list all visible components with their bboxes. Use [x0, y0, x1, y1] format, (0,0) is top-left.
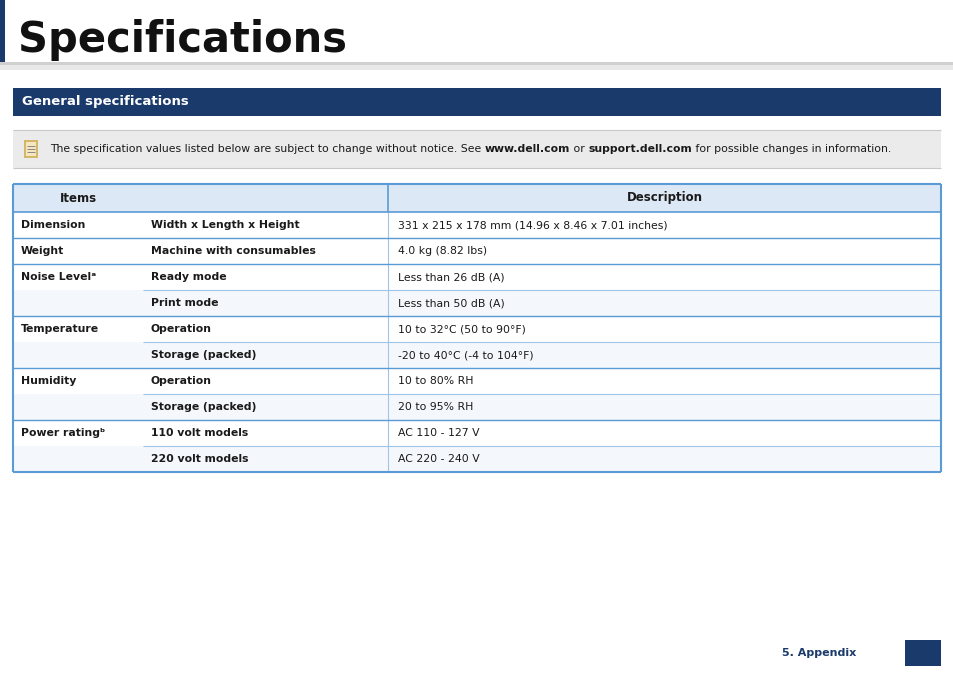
Bar — [13, 130, 940, 168]
Bar — [13, 446, 940, 472]
Text: AC 110 - 127 V: AC 110 - 127 V — [397, 428, 479, 438]
Text: Ready mode: Ready mode — [151, 272, 227, 282]
Text: Noise Levelᵃ: Noise Levelᵃ — [21, 272, 96, 282]
Text: Weight: Weight — [21, 246, 64, 256]
Bar — [26, 142, 36, 156]
Text: or: or — [570, 144, 588, 154]
Text: 220 volt models: 220 volt models — [151, 454, 248, 464]
Text: Operation: Operation — [151, 324, 212, 334]
Bar — [0, 62, 953, 70]
Text: 5. Appendix: 5. Appendix — [781, 648, 856, 658]
Bar — [904, 640, 940, 666]
Text: 10 to 80% RH: 10 to 80% RH — [397, 376, 473, 386]
Text: Description: Description — [626, 192, 701, 205]
Bar — [24, 140, 38, 158]
Text: Machine with consumables: Machine with consumables — [151, 246, 315, 256]
Text: Items: Items — [59, 192, 96, 205]
Text: 56: 56 — [913, 647, 931, 659]
Text: AC 220 - 240 V: AC 220 - 240 V — [397, 454, 479, 464]
Text: Humidity: Humidity — [21, 376, 76, 386]
Text: 331 x 215 x 178 mm (14.96 x 8.46 x 7.01 inches): 331 x 215 x 178 mm (14.96 x 8.46 x 7.01 … — [397, 220, 667, 230]
Bar — [13, 88, 940, 116]
Text: Print mode: Print mode — [151, 298, 218, 308]
Text: Power ratingᵇ: Power ratingᵇ — [21, 428, 105, 438]
Bar — [0, 0, 5, 62]
Text: General specifications: General specifications — [22, 95, 189, 109]
Text: 4.0 kg (8.82 lbs): 4.0 kg (8.82 lbs) — [397, 246, 487, 256]
Text: The specification values listed below are subject to change without notice. See: The specification values listed below ar… — [50, 144, 484, 154]
Text: 110 volt models: 110 volt models — [151, 428, 248, 438]
Bar — [0, 65, 953, 70]
Text: Operation: Operation — [151, 376, 212, 386]
Text: Less than 50 dB (A): Less than 50 dB (A) — [397, 298, 504, 308]
Bar — [13, 290, 940, 316]
Bar — [13, 184, 940, 212]
Text: Less than 26 dB (A): Less than 26 dB (A) — [397, 272, 504, 282]
Text: support.dell.com: support.dell.com — [588, 144, 691, 154]
Text: -20 to 40°C (-4 to 104°F): -20 to 40°C (-4 to 104°F) — [397, 350, 533, 360]
Text: Dimension: Dimension — [21, 220, 85, 230]
Text: 10 to 32°C (50 to 90°F): 10 to 32°C (50 to 90°F) — [397, 324, 525, 334]
Text: www.dell.com: www.dell.com — [484, 144, 570, 154]
Text: 20 to 95% RH: 20 to 95% RH — [397, 402, 473, 412]
Bar — [13, 394, 940, 420]
Text: for possible changes in information.: for possible changes in information. — [691, 144, 890, 154]
Text: Storage (packed): Storage (packed) — [151, 402, 256, 412]
Text: Width x Length x Height: Width x Length x Height — [151, 220, 299, 230]
Text: Temperature: Temperature — [21, 324, 99, 334]
Bar — [13, 342, 940, 368]
Text: Specifications: Specifications — [18, 19, 347, 61]
Text: Storage (packed): Storage (packed) — [151, 350, 256, 360]
